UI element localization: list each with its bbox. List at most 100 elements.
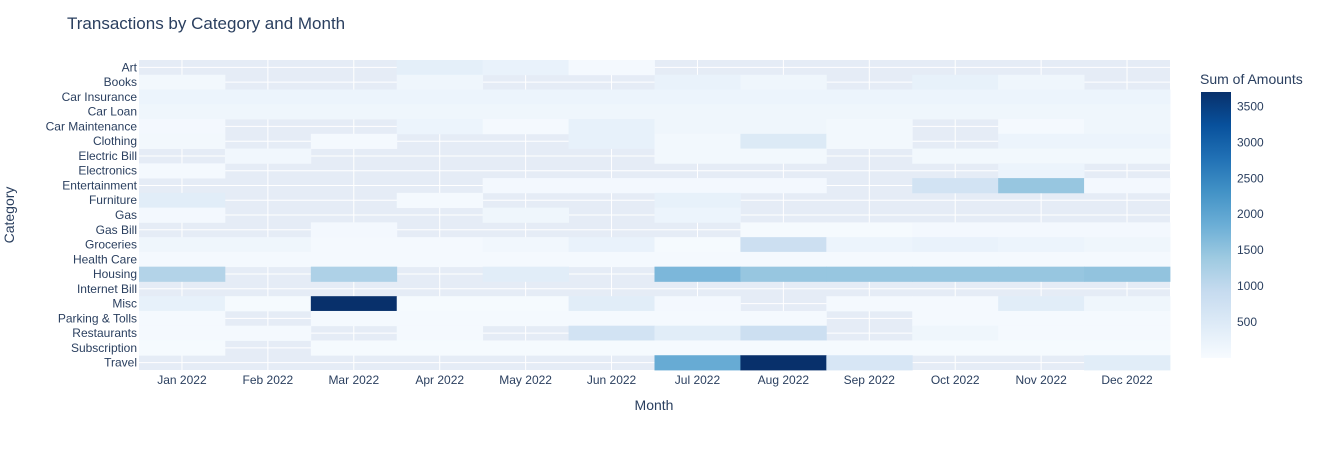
heatmap-cell[interactable]	[482, 251, 569, 268]
heatmap-cell[interactable]	[654, 104, 741, 120]
heatmap-cell[interactable]	[482, 104, 569, 120]
heatmap-cell[interactable]	[139, 89, 226, 105]
heatmap-cell[interactable]	[139, 325, 226, 341]
heatmap-cell[interactable]	[998, 178, 1085, 194]
heatmap-cell[interactable]	[396, 192, 484, 209]
heatmap-cell[interactable]	[139, 133, 226, 149]
heatmap-cell[interactable]	[998, 266, 1085, 282]
heatmap-cell[interactable]	[568, 251, 655, 268]
heatmap-cell[interactable]	[998, 163, 1085, 179]
heatmap-cell[interactable]	[310, 266, 398, 282]
heatmap-cell[interactable]	[740, 148, 827, 164]
heatmap-cell[interactable]	[826, 237, 913, 253]
heatmap-cell[interactable]	[310, 89, 398, 105]
heatmap-cell[interactable]	[826, 296, 913, 312]
heatmap-cell[interactable]	[139, 310, 226, 327]
heatmap-cell[interactable]	[396, 104, 484, 120]
heatmap-cell[interactable]	[740, 325, 827, 341]
heatmap-cell[interactable]	[998, 133, 1085, 149]
heatmap-cell[interactable]	[1084, 178, 1171, 194]
heatmap-cell[interactable]	[396, 325, 484, 341]
heatmap-cell[interactable]	[912, 237, 999, 253]
heatmap-cell[interactable]	[568, 119, 655, 135]
heatmap-cell[interactable]	[482, 119, 569, 135]
heatmap-cell[interactable]	[1084, 237, 1171, 253]
heatmap-cell[interactable]	[998, 89, 1085, 105]
heatmap-cell[interactable]	[139, 251, 226, 268]
heatmap-cell[interactable]	[482, 340, 569, 356]
heatmap-cell[interactable]	[1084, 325, 1171, 341]
heatmap-cell[interactable]	[826, 266, 913, 282]
heatmap-cell[interactable]	[654, 355, 741, 371]
heatmap-cell[interactable]	[310, 222, 398, 238]
heatmap-cell[interactable]	[740, 340, 827, 356]
heatmap-cell[interactable]	[998, 296, 1085, 312]
heatmap-cell[interactable]	[998, 104, 1085, 120]
heatmap-cell[interactable]	[568, 89, 655, 105]
heatmap-cell[interactable]	[740, 266, 827, 282]
heatmap-cell[interactable]	[826, 251, 913, 268]
heatmap-cell[interactable]	[310, 340, 398, 356]
heatmap-cell[interactable]	[396, 340, 484, 356]
heatmap-cell[interactable]	[482, 296, 569, 312]
heatmap-cell[interactable]	[568, 340, 655, 356]
heatmap-cell[interactable]	[998, 251, 1085, 268]
heatmap-cell[interactable]	[224, 89, 312, 105]
heatmap-cell[interactable]	[654, 207, 741, 223]
heatmap-cell[interactable]	[568, 310, 655, 327]
heatmap-cell[interactable]	[740, 310, 827, 327]
heatmap-cell[interactable]	[654, 192, 741, 209]
heatmap-cell[interactable]	[826, 89, 913, 105]
heatmap-cell[interactable]	[1084, 104, 1171, 120]
heatmap-cell[interactable]	[826, 355, 913, 371]
heatmap-cell[interactable]	[654, 119, 741, 135]
heatmap-cell[interactable]	[224, 104, 312, 120]
heatmap-cell[interactable]	[740, 355, 827, 371]
heatmap-cell[interactable]	[310, 133, 398, 149]
heatmap-cell[interactable]	[1084, 251, 1171, 268]
heatmap-cell[interactable]	[912, 74, 999, 90]
heatmap-cell[interactable]	[568, 325, 655, 341]
heatmap-cell[interactable]	[740, 222, 827, 238]
heatmap-cell[interactable]	[396, 119, 484, 135]
heatmap-cell[interactable]	[740, 119, 827, 135]
heatmap-cell[interactable]	[1084, 133, 1171, 149]
heatmap-cell[interactable]	[568, 296, 655, 312]
heatmap-cell[interactable]	[826, 222, 913, 238]
heatmap-cell[interactable]	[998, 340, 1085, 356]
heatmap-cell[interactable]	[740, 251, 827, 268]
heatmap-cell[interactable]	[998, 310, 1085, 327]
heatmap-cell[interactable]	[654, 296, 741, 312]
heatmap-cell[interactable]	[139, 119, 226, 135]
heatmap-cell[interactable]	[1084, 340, 1171, 356]
heatmap-cell[interactable]	[224, 251, 312, 268]
heatmap-cell[interactable]	[998, 148, 1085, 164]
heatmap-cell[interactable]	[310, 237, 398, 253]
heatmap-cell[interactable]	[568, 133, 655, 149]
heatmap-cell[interactable]	[1084, 148, 1171, 164]
heatmap-cell[interactable]	[482, 60, 569, 76]
heatmap-cell[interactable]	[482, 266, 569, 282]
heatmap-cell[interactable]	[139, 340, 226, 356]
heatmap-cell[interactable]	[912, 325, 999, 341]
heatmap-cell[interactable]	[482, 237, 569, 253]
heatmap-cell[interactable]	[139, 296, 226, 312]
heatmap-cell[interactable]	[998, 325, 1085, 341]
heatmap-cell[interactable]	[1084, 89, 1171, 105]
heatmap-cell[interactable]	[224, 325, 312, 341]
heatmap-cell[interactable]	[998, 74, 1085, 90]
heatmap-cell[interactable]	[310, 251, 398, 268]
heatmap-cell[interactable]	[224, 237, 312, 253]
heatmap-cell[interactable]	[396, 251, 484, 268]
heatmap-cell[interactable]	[654, 325, 741, 341]
heatmap-cell[interactable]	[912, 266, 999, 282]
heatmap-cell[interactable]	[912, 104, 999, 120]
heatmap-cell[interactable]	[482, 89, 569, 105]
heatmap-cell[interactable]	[568, 178, 655, 194]
heatmap-cell[interactable]	[1084, 310, 1171, 327]
heatmap-cell[interactable]	[654, 251, 741, 268]
heatmap-cell[interactable]	[482, 310, 569, 327]
heatmap-cell[interactable]	[740, 178, 827, 194]
heatmap-cell[interactable]	[912, 340, 999, 356]
heatmap-cell[interactable]	[396, 296, 484, 312]
